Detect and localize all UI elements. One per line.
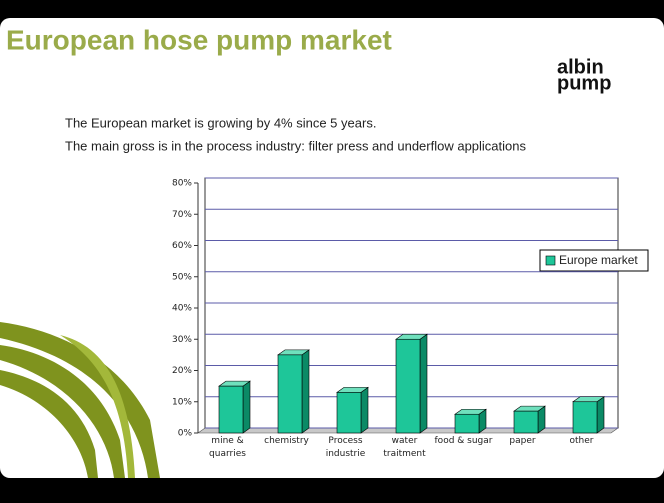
- legend-swatch: [545, 255, 556, 266]
- bar-side: [301, 349, 310, 434]
- body-text: The main gross is in the process industr…: [65, 138, 526, 153]
- x-tick-label: water traitment: [383, 436, 426, 459]
- bar: [513, 410, 539, 434]
- y-tick-label: 80%: [172, 179, 192, 189]
- logo-text: pump: [557, 72, 611, 94]
- y-tick-label: 10%: [172, 397, 192, 407]
- bar: [454, 413, 480, 434]
- bar: [277, 354, 303, 434]
- y-tick-label: 20%: [172, 366, 192, 376]
- x-tick-label: paper: [509, 436, 536, 446]
- legend: [539, 249, 649, 272]
- y-tick-label: 40%: [172, 304, 192, 314]
- bar: [572, 401, 598, 434]
- x-tick-label: mine & quarries: [209, 436, 246, 459]
- body-text: The European market is growing by 4% sin…: [65, 115, 376, 130]
- bar-side: [242, 380, 251, 434]
- x-tick-label: other: [569, 436, 594, 446]
- y-tick-label: 0%: [178, 429, 193, 439]
- slide-title: European hose pump market: [6, 24, 392, 55]
- y-tick-label: 30%: [172, 335, 192, 345]
- x-tick-label: Process industrie: [325, 436, 366, 459]
- y-tick-label: 60%: [172, 241, 192, 251]
- bar-side: [596, 396, 605, 434]
- bar: [395, 338, 421, 434]
- x-tick-label: food & sugar: [434, 436, 493, 446]
- bar-side: [419, 333, 428, 434]
- bar: [336, 392, 362, 434]
- y-tick-label: 70%: [172, 210, 192, 220]
- x-tick-label: chemistry: [264, 436, 309, 446]
- bar-side: [360, 386, 369, 434]
- logo-text: albin: [557, 56, 604, 78]
- bar: [218, 385, 244, 434]
- decoration-swoosh: [0, 322, 160, 478]
- legend-label: Europe market: [559, 253, 638, 267]
- y-tick-label: 50%: [172, 272, 192, 282]
